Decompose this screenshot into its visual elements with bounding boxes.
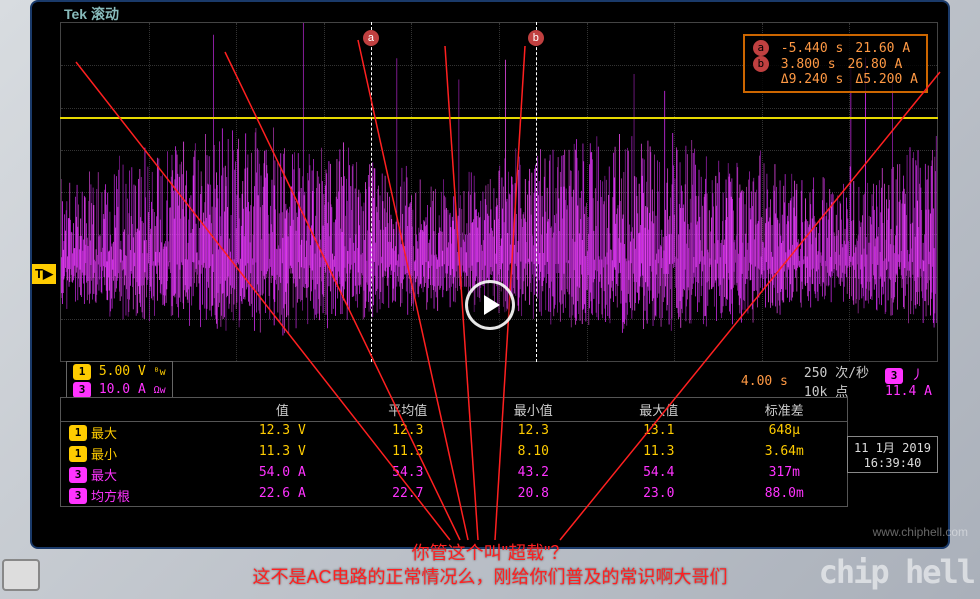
ch3-badge: 3 <box>73 382 91 398</box>
cursor-b-value: 26.80 A <box>848 57 903 72</box>
cursor-a-value: 21.60 A <box>855 41 910 56</box>
trig-type: 丿 <box>911 368 924 383</box>
meas-header-row: 值 平均值 最小值 最大值 标准差 <box>61 398 847 422</box>
trigger-level-marker: T▶ <box>32 264 56 284</box>
meas-row: 3最大54.0 A54.343.254.4317m <box>61 464 847 485</box>
meas-row: 3均方根22.6 A22.720.823.088.0m <box>61 485 847 506</box>
ch1-badge: 1 <box>73 364 91 380</box>
site-logo: chip hell <box>819 553 974 591</box>
print-icon[interactable] <box>2 559 40 591</box>
cursor-a-time: -5.440 s <box>781 41 844 56</box>
cursor-delta-time: Δ9.240 s <box>781 72 844 87</box>
brand-label: Tek 滚动 <box>64 4 119 24</box>
play-icon <box>484 295 500 315</box>
cursor-b-badge: b <box>753 56 769 72</box>
ch1-baseline <box>60 117 938 119</box>
cursor-b-marker[interactable]: b <box>528 30 544 46</box>
cursor-delta-value: Δ5.200 A <box>855 72 918 87</box>
trig-level: 11.4 A <box>885 384 932 399</box>
channel-scale-box: 1 5.00 V ᴮw 3 10.0 A Ωw <box>66 361 173 401</box>
trig-ch-badge: 3 <box>885 368 903 384</box>
measurement-table: 值 平均值 最小值 最大值 标准差 1最大12.3 V12.312.313.16… <box>60 397 848 507</box>
time-value: 16:39:40 <box>854 456 931 470</box>
status-bar: 1 5.00 V ᴮw 3 10.0 A Ωw 4.00 s 250 次/秒 1… <box>60 367 938 395</box>
ch1-coupling: ᴮw <box>154 367 166 378</box>
watermark: www.chiphell.com <box>873 525 968 539</box>
date-value: 11 1月 2019 <box>854 439 931 456</box>
meas-row: 1最大12.3 V12.312.313.1648µ <box>61 422 847 443</box>
cursor-b-line[interactable] <box>536 22 537 362</box>
cursor-a-line[interactable] <box>371 22 372 362</box>
oscilloscope-screen: Tek 滚动 T▶ a b a -5.440 s 21.60 A b <box>30 0 950 549</box>
cursor-b-time: 3.800 s <box>781 57 836 72</box>
cursor-readout: a -5.440 s 21.60 A b 3.800 s 26.80 A Δ9.… <box>743 34 928 93</box>
cursor-a-marker[interactable]: a <box>363 30 379 46</box>
acq-rate: 250 次/秒 <box>804 362 869 381</box>
ch3-coupling: Ωw <box>154 385 166 396</box>
ch1-scale: 5.00 V <box>99 364 146 379</box>
ch3-scale: 10.0 A <box>99 382 146 397</box>
cursor-a-badge: a <box>753 40 769 56</box>
meas-row: 1最小11.3 V11.38.1011.33.64m <box>61 443 847 464</box>
video-play-button[interactable] <box>465 280 515 330</box>
datetime-display: 11 1月 2019 16:39:40 <box>847 436 938 473</box>
timebase-value: 4.00 s <box>741 374 788 389</box>
